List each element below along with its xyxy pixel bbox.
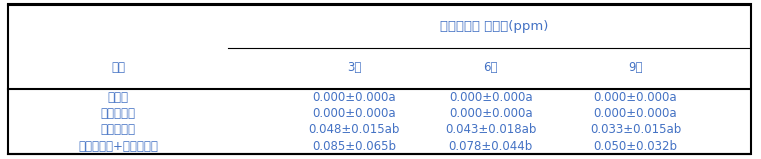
Text: 펜디메탈린+액상멀칭제: 펜디메탈린+액상멀칭제 bbox=[78, 140, 158, 153]
Text: 0.033±0.015ab: 0.033±0.015ab bbox=[590, 123, 681, 136]
Text: 0.000±0.000a: 0.000±0.000a bbox=[594, 91, 677, 104]
Text: 0.000±0.000a: 0.000±0.000a bbox=[594, 107, 677, 120]
Text: 무처리: 무처리 bbox=[107, 91, 129, 104]
Text: 액상멀칭제: 액상멀칭제 bbox=[100, 107, 135, 120]
Text: 0.000±0.000a: 0.000±0.000a bbox=[449, 91, 533, 104]
Text: 0.000±0.000a: 0.000±0.000a bbox=[312, 107, 396, 120]
Text: 0.048±0.015ab: 0.048±0.015ab bbox=[308, 123, 400, 136]
FancyBboxPatch shape bbox=[8, 4, 751, 154]
Text: 0.085±0.065b: 0.085±0.065b bbox=[312, 140, 396, 153]
Text: 0.078±0.044b: 0.078±0.044b bbox=[449, 140, 533, 153]
Text: 0.000±0.000a: 0.000±0.000a bbox=[312, 91, 396, 104]
Text: 펜디메탈린: 펜디메탈린 bbox=[100, 123, 135, 136]
Text: 3주: 3주 bbox=[347, 61, 361, 74]
Text: 9주: 9주 bbox=[628, 61, 643, 74]
Text: 6주: 6주 bbox=[483, 61, 498, 74]
Text: 0.050±0.032b: 0.050±0.032b bbox=[594, 140, 677, 153]
Text: 0.000±0.000a: 0.000±0.000a bbox=[449, 107, 533, 120]
Text: 0.043±0.018ab: 0.043±0.018ab bbox=[445, 123, 537, 136]
Text: 펜디메탈린 잔류량(ppm): 펜디메탈린 잔류량(ppm) bbox=[441, 20, 549, 33]
Text: 처리: 처리 bbox=[111, 61, 125, 74]
